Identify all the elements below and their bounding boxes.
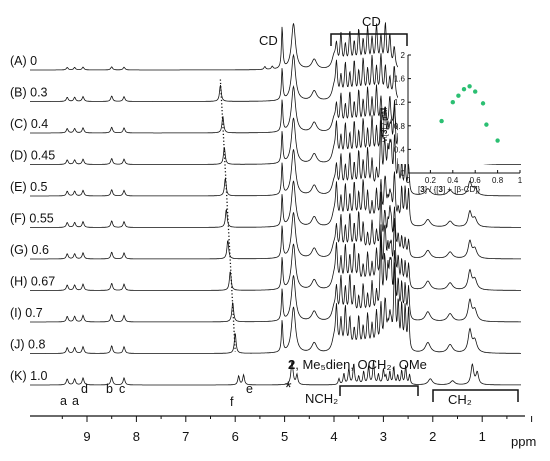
peak-label-f: f [230,395,234,409]
inset-x-label-5: ] + [β-CD]} [443,185,481,194]
ppm-tick-label: 4 [330,429,337,444]
inset-y-tick-label: 0 [401,169,406,178]
inset-data-point [461,87,467,92]
trace-label: (H) 0.67 [10,275,55,289]
cd-bracket-label: CD [362,14,381,29]
inset-points [439,84,500,143]
trace-label: (D) 0.45 [10,149,55,163]
trace-label: (C) 0.4 [10,117,48,131]
ch2-label: CH₂ [448,392,472,407]
peak-label-b: b [106,382,113,396]
inset-x-tick-label: 0 [406,176,411,185]
nch2-bracket [339,385,419,396]
inset-y-label: νt[3] / mM [380,107,389,142]
peak-label-a-2: a [72,394,79,408]
solvent-star: * [285,378,292,397]
inset-y-label-4: 3 [380,129,389,134]
inset-y-tick-label: 0.4 [394,145,406,154]
inset-data-point [495,138,500,143]
ppm-tick-label: 7 [182,429,189,444]
inset-x-label: [3] / {[3] + [β-CD]} [418,185,481,194]
inset-x-tick-label: 0.6 [470,176,482,185]
inset-data-point [456,93,461,98]
peak-label-c: c [119,382,125,396]
ppm-axis: 9 8 7 6 5 4 3 2 1 [30,415,533,444]
inset-data-point [484,122,489,127]
peak-label-a-1: a [60,394,67,408]
ch2-bracket [432,389,519,402]
inset-y-tick-label: 2 [401,51,406,60]
ppm-tick-label: 8 [133,429,140,444]
inset-y-tick-label: 1.2 [394,98,406,107]
spectra-stack [30,22,521,386]
inset-y-tick-label: 1.6 [394,75,406,84]
ppm-tick-label: 5 [281,429,288,444]
inset-data-point [439,118,444,124]
inset-data-point [480,101,486,106]
compound-number: 2 [288,357,295,372]
inset-x-tick-label: 0.4 [447,176,459,185]
nch2-label: NCH₂ [305,391,338,406]
inset-y-tick-label: 0.8 [394,122,406,131]
spectrum-trace [30,217,521,291]
inset-y-label-1: ν [380,138,389,142]
inset-x-label-2: 3 [420,185,425,194]
peak-label-e: e [246,382,253,396]
compound-label: 2, Me₅dien, OCH₂, OMe [288,357,427,372]
trace-label: (F) 0.55 [10,212,54,226]
inset-background [398,52,522,164]
inset-data-point [450,100,455,105]
trace-label: (G) 0.6 [10,243,49,257]
ppm-tick-label: 1 [479,429,486,444]
cd-bracket: CD [330,14,408,46]
ppm-tick-label: 6 [232,429,239,444]
trace-label: (I) 0.7 [10,306,43,320]
ppm-tick-label: 2 [429,429,436,444]
inset-axes: 0 0.4 0.8 1.2 1.6 2 0 0.2 0.4 0.6 0.8 1 [394,51,523,185]
inset-x-tick-label: 0.8 [492,176,504,185]
inset-x-label-3: ] / {[ [425,185,440,194]
inset-x-tick-label: 1 [518,176,523,185]
trace-label: (J) 0.8 [10,338,45,352]
spectrum-trace [30,171,521,228]
inset-y-label-3: [ [380,133,389,136]
spectrum-trace [30,191,521,260]
inset-job-plot: 00.40.81.21.620 0.2 0.4 0.6 0.8 1 [3] / {[3] … [380,51,523,194]
inset-data-point [473,89,478,94]
inset-x-label-4: 3 [438,185,443,194]
inset-data-point [467,84,472,89]
spectrum-trace [30,360,521,386]
inset-y-label-2: t [383,136,389,138]
peak-label-d: d [81,382,88,396]
compound-groups: , Me₅dien, OCH₂, OMe [295,357,427,372]
ppm-axis-label: ppm [511,434,536,449]
trace-label: (K) 1.0 [10,369,48,383]
inset-y-label-5: ] / mM [380,107,389,130]
inset-x-label-1: [ [418,185,421,194]
spectrum-trace [30,262,521,354]
spectrum-trace [30,234,521,323]
trace-label: (B) 0.3 [10,86,48,100]
peak-f-shift-dotted-line [219,79,236,352]
trace-label: (E) 0.5 [10,180,48,194]
trace-label: (A) 0 [10,54,37,68]
ppm-tick-label: 9 [83,429,90,444]
trace-labels: (A) 0 (B) 0.3 (C) 0.4 (D) 0.45 (E) 0.5 (F) 0.… [10,54,55,383]
spectrum-trace [30,120,521,197]
ppm-tick-label: 3 [380,429,387,444]
inset-x-tick-label: 0.2 [425,176,437,185]
cd-label-left: CD [259,33,278,48]
